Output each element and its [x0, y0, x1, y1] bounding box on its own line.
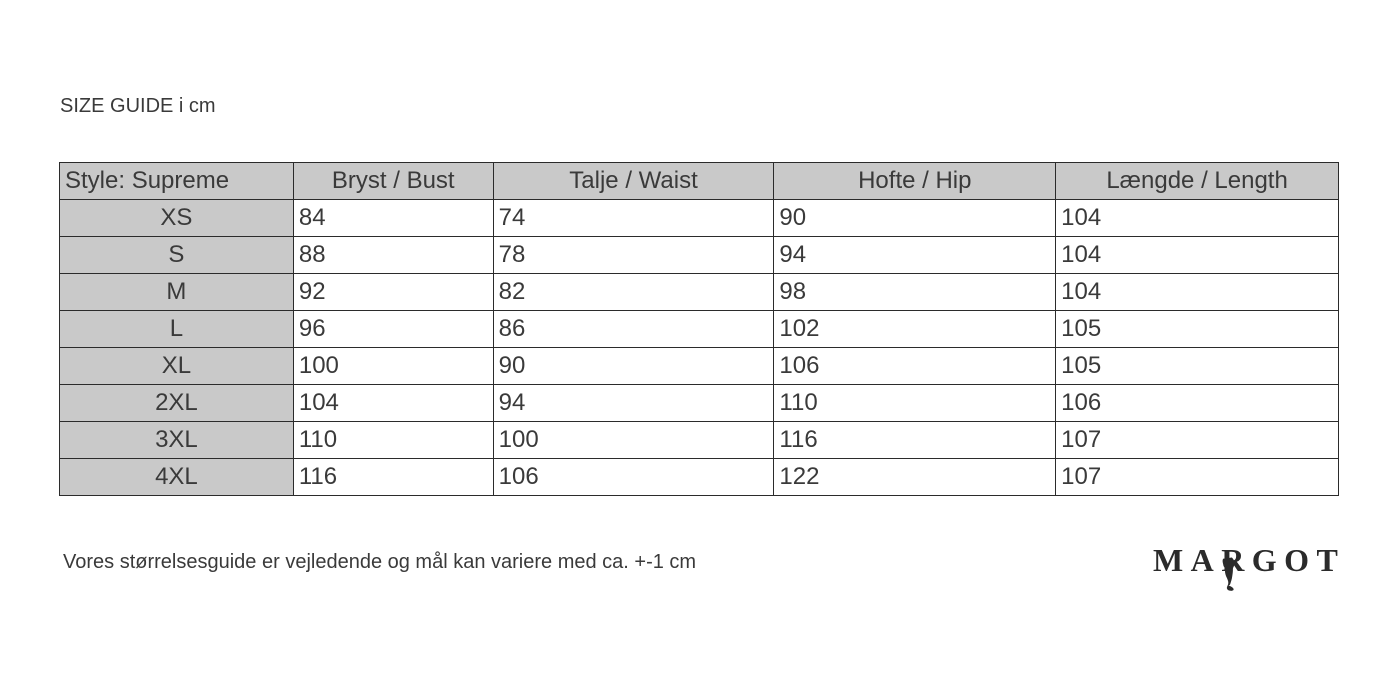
svg-text:MARGOT: MARGOT: [1153, 542, 1345, 578]
